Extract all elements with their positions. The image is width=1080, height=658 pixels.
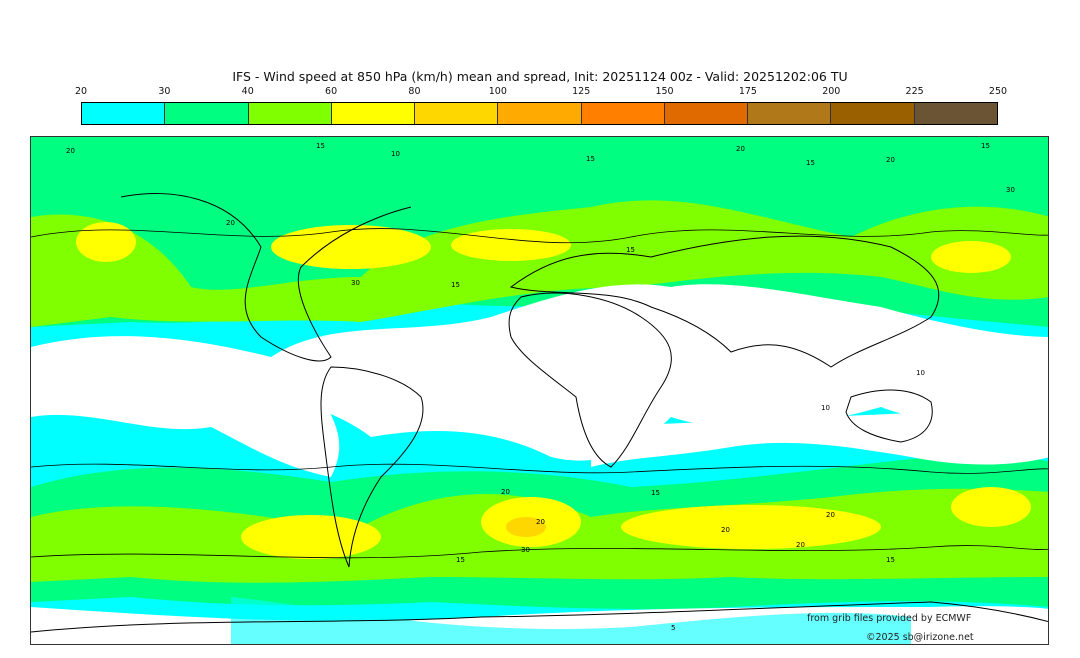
contour-label: 20: [226, 219, 235, 227]
colorbar-swatch: [331, 103, 416, 124]
colorbar-swatch: [248, 103, 332, 124]
contour-labels: 20 15 10 15 20 15 20 15 30 15 15 10 10 15 20 20 30 15 20 20…: [66, 142, 1015, 632]
colorbar-tick-label: 200: [822, 86, 841, 97]
contour-line: [31, 463, 1048, 474]
colorbar-tick-label: 175: [738, 86, 757, 97]
africa-outline: [508, 292, 672, 468]
contour-label: 20: [536, 518, 545, 526]
contour-label: 15: [981, 142, 990, 150]
contour-label: 15: [806, 159, 815, 167]
contour-label: 30: [521, 546, 530, 554]
contour-label: 15: [586, 155, 595, 163]
yellow-blob: [241, 515, 381, 559]
contour-label: 15: [886, 556, 895, 564]
yellow-blob: [271, 225, 431, 269]
contour-lines: [31, 228, 1048, 559]
coastlines: [31, 193, 1048, 633]
colorbar-swatch: [664, 103, 749, 124]
north-lightgreen: [31, 200, 1048, 327]
colorbar-tick-label: 30: [158, 86, 171, 97]
chart-title: IFS - Wind speed at 850 hPa (km/h) mean …: [232, 69, 848, 84]
colorbar-tick-label: 150: [655, 86, 674, 97]
contour-label: 20: [826, 511, 835, 519]
map-canvas: 20 15 10 15 20 15 20 15 30 15 15 10 10 15 20 20 30 15 20 20…: [31, 137, 1048, 644]
colorbar: [81, 102, 998, 125]
colorbar-tick-label: 40: [241, 86, 254, 97]
gold-blob: [506, 517, 546, 537]
antarctica-outline: [31, 601, 1048, 633]
contour-label: 20: [66, 147, 75, 155]
tropical-calm-region: [31, 284, 1048, 461]
south-america-outline: [320, 366, 424, 568]
contour-label: 30: [351, 279, 360, 287]
contour-label: 30: [1006, 186, 1015, 194]
yellow-blob: [621, 505, 881, 549]
colorbar-tick-label: 125: [572, 86, 591, 97]
polar-cyan: [231, 597, 911, 644]
contour-label: 20: [721, 526, 730, 534]
colorbar-tick-label: 80: [408, 86, 421, 97]
colorbar-swatch: [498, 103, 582, 124]
colorbar-swatch: [748, 103, 832, 124]
colorbar-tick-label: 60: [325, 86, 338, 97]
copyright-credit: ©2025 sb@irizone.net: [866, 632, 974, 643]
contour-line: [31, 228, 1048, 244]
contour-label: 20: [501, 488, 510, 496]
contour-label: 5: [671, 624, 675, 632]
tropical-calm-region: [591, 407, 1048, 467]
colorbar-swatch: [415, 103, 499, 124]
contour-label: 10: [821, 404, 830, 412]
colorbar-swatch: [914, 103, 997, 124]
colorbar-swatch: [831, 103, 915, 124]
contour-label: 20: [796, 541, 805, 549]
colorbar-swatch: [165, 103, 249, 124]
tropical-calm-region: [31, 377, 340, 477]
yellow-blob: [451, 229, 571, 261]
colorbar-swatch: [82, 103, 166, 124]
contour-label: 10: [391, 150, 400, 158]
contour-label: 10: [916, 369, 925, 377]
contour-line: [31, 545, 1048, 559]
source-credit: from grib files provided by ECMWF: [807, 613, 972, 624]
eurasia-outline: [509, 235, 940, 368]
colorbar-tick-label: 225: [905, 86, 924, 97]
colorbar-tick-label: 250: [988, 86, 1008, 97]
contour-label: 15: [651, 489, 660, 497]
north-america-outline: [120, 193, 412, 362]
contour-label: 20: [886, 156, 895, 164]
contour-label: 15: [316, 142, 325, 150]
colorbar-swatch: [581, 103, 665, 124]
yellow-blob: [951, 487, 1031, 527]
contour-label: 15: [456, 556, 465, 564]
colorbar-tick-label: 100: [488, 86, 507, 97]
yellow-blob: [76, 222, 136, 262]
colorbar-tick-label: 20: [74, 86, 88, 97]
contour-label: 15: [626, 246, 635, 254]
yellow-blob: [931, 241, 1011, 273]
australia-outline: [845, 389, 933, 443]
colorbar-ticks: 20 30 40 60 80 100 125 150 175 200 225 250: [75, 86, 1007, 100]
wind-speed-map: 20 15 10 15 20 15 20 15 30 15 15 10 10 15 20 20 30 15 20 20…: [30, 136, 1049, 645]
contour-label: 20: [736, 145, 745, 153]
contour-label: 15: [451, 281, 460, 289]
